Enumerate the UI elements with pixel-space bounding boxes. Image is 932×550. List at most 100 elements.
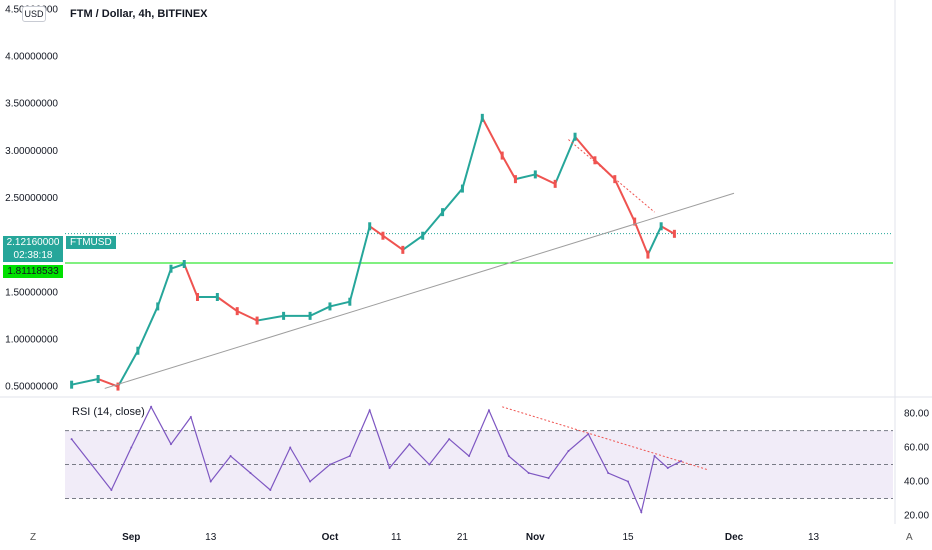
rsi-point-11 [289, 446, 292, 449]
rsi-point-5 [169, 443, 172, 446]
price-candle-8 [215, 293, 219, 301]
price-segment-20 [441, 187, 464, 213]
price-segment-16 [369, 225, 384, 237]
price-candle-18 [421, 231, 425, 240]
price-candle-32 [672, 229, 676, 238]
price-segment-14 [329, 300, 351, 308]
rsi-point-22 [507, 455, 510, 458]
rsi-point-12 [309, 480, 312, 483]
price-series-group [65, 113, 893, 391]
rsi-series-group [70, 405, 683, 514]
price-candle-16 [381, 231, 385, 240]
price-tick-label-2: 1.50000000 [5, 287, 58, 298]
price-candle-20 [460, 184, 464, 193]
price-candle-14 [348, 297, 352, 306]
price-segment-4 [136, 306, 159, 352]
rsi-tick-label-1: 60.00 [904, 443, 929, 454]
time-tick-label-4: 21 [457, 532, 469, 543]
rsi-tick-label-0: 80.00 [904, 409, 929, 420]
time-tick-label-1: 13 [205, 532, 217, 543]
rsi-point-25 [567, 449, 570, 452]
rsi-point-1 [90, 463, 93, 466]
price-candle-5 [169, 264, 173, 273]
rsi-point-8 [229, 455, 232, 458]
price-segment-10 [236, 310, 258, 322]
zoom-button[interactable]: Z [30, 532, 37, 543]
rsi-legend-label: RSI (14, close) [72, 406, 145, 418]
price-segment-25 [534, 173, 556, 185]
time-tick-label-0: Sep [122, 532, 140, 543]
symbol-tag: FTMUSD [66, 236, 116, 249]
price-segment-1 [71, 378, 99, 386]
price-segment-3 [117, 350, 139, 388]
rsi-tick-label-3: 20.00 [904, 511, 929, 522]
rsi-pane[interactable]: 80.00 60.00 40.00 20.00 Sep 13 Oct 11 21 Nov 15 De… [0, 398, 932, 550]
price-segment-6 [170, 263, 185, 270]
price-tick-label-5: 3.50000000 [5, 99, 58, 110]
chart-title: FTM / Dollar, 4h, BITFINEX [70, 8, 208, 20]
price-segment-5 [156, 268, 172, 307]
rsi-point-10 [269, 489, 272, 492]
price-segment-27 [574, 136, 596, 161]
rsi-point-14 [348, 455, 351, 458]
time-tick-label-6: 15 [622, 532, 634, 543]
price-candle-29 [633, 217, 637, 226]
price-segment-24 [515, 173, 536, 181]
price-candle-24 [533, 170, 537, 179]
rsi-point-31 [666, 466, 669, 469]
time-tick-label-2: Oct [322, 532, 339, 543]
price-grid [0, 0, 932, 398]
price-candle-4 [156, 302, 160, 311]
price-segment-13 [309, 305, 331, 317]
rsi-point-17 [408, 443, 411, 446]
price-axis-labels: 0.50000000 1.00000000 1.50000000 2.50000000… [5, 4, 58, 392]
price-segment-30 [633, 221, 649, 255]
rsi-point-29 [640, 511, 643, 514]
price-candle-30 [646, 250, 650, 259]
price-candle-0 [70, 380, 74, 389]
price-candle-23 [513, 175, 517, 184]
rsi-point-16 [388, 466, 391, 469]
price-candle-31 [659, 222, 663, 231]
level-price-tag: 1.81118533 [3, 265, 63, 278]
rsi-point-3 [130, 446, 133, 449]
rsi-point-28 [627, 480, 630, 483]
price-candle-6 [182, 260, 186, 268]
rsi-point-24 [547, 477, 550, 480]
rsi-point-18 [428, 463, 431, 466]
auto-scale-button[interactable]: A [906, 532, 913, 543]
price-candle-19 [441, 208, 445, 217]
rsi-point-19 [448, 438, 451, 441]
rsi-point-2 [110, 489, 113, 492]
time-axis-labels: Sep 13 Oct 11 21 Nov 15 Dec 13 [122, 532, 819, 543]
price-segment-18 [402, 234, 424, 251]
rsi-point-30 [653, 455, 656, 458]
rsi-point-0 [70, 438, 73, 441]
rsi-point-13 [328, 463, 331, 466]
price-tick-label-3: 2.50000000 [5, 193, 58, 204]
rsi-point-6 [189, 415, 192, 418]
rsi-point-15 [368, 409, 371, 412]
price-segment-22 [481, 117, 504, 157]
rsi-point-9 [249, 472, 252, 475]
rsi-point-7 [209, 480, 212, 483]
price-segment-9 [216, 296, 238, 312]
rsi-axis-labels: 80.00 60.00 40.00 20.00 [904, 409, 929, 522]
rsi-band-group [65, 398, 896, 524]
price-candle-22 [500, 151, 504, 160]
price-pane[interactable]: 0.50000000 1.00000000 1.50000000 2.50000000… [0, 0, 932, 398]
price-segment-11 [256, 314, 284, 322]
price-segment-21 [461, 117, 484, 189]
price-candle-25 [553, 179, 557, 188]
rsi-tick-label-2: 40.00 [904, 477, 929, 488]
price-candle-15 [368, 222, 372, 231]
rsi-point-27 [607, 472, 610, 475]
currency-button[interactable]: USD [22, 6, 46, 22]
price-candle-1 [96, 375, 100, 384]
price-candle-2 [116, 382, 120, 391]
price-trendline-1 [568, 139, 655, 213]
price-candle-12 [308, 311, 312, 320]
time-tick-label-7: Dec [725, 532, 744, 543]
price-candle-13 [328, 302, 332, 311]
